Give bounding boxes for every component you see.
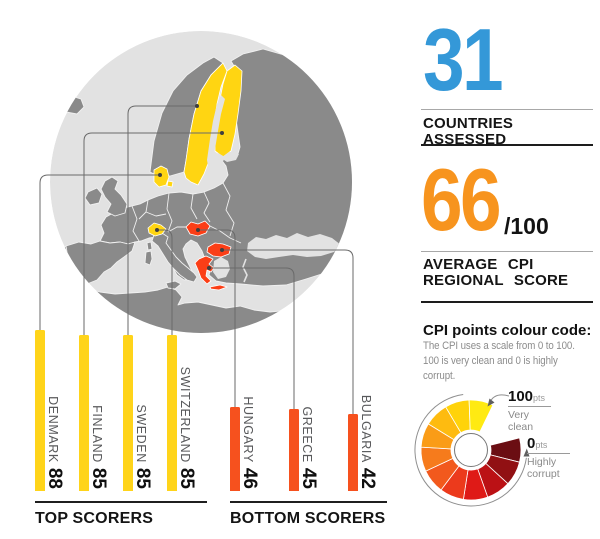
stat2-rule-bottom (421, 301, 593, 303)
bar-label-switzerland: SWITZERLAND 85 (175, 317, 197, 489)
wheel-max-value: 100 (508, 388, 534, 405)
bar-label-denmark: DENMARK 88 (43, 317, 65, 489)
bar-switzerland (167, 335, 177, 491)
country-score: 88 (44, 467, 65, 489)
country-score: 85 (176, 467, 197, 489)
top-scorers-rule (35, 501, 207, 503)
wheel-segments (420, 399, 522, 501)
bar-greece (289, 408, 299, 491)
country-bulgaria (206, 242, 232, 258)
country-name: GREECE (300, 406, 314, 463)
country-ireland (84, 187, 103, 206)
country-denmark-island (166, 180, 174, 188)
country-sweden (183, 62, 228, 186)
black-sea (247, 233, 341, 259)
bosphorus-strait (242, 258, 248, 283)
wheel-max-label: 100pts (508, 388, 545, 406)
wheel-min-unit: pts (535, 440, 548, 450)
country-score: 46 (239, 467, 260, 489)
country-name: SWEDEN (134, 404, 148, 463)
bottom-scorers-rule (230, 501, 387, 503)
average-cpi-label-line1: AVERAGE CPI (423, 256, 534, 273)
bar-denmark (35, 329, 45, 491)
country-denmark (153, 165, 170, 188)
europe-map (50, 31, 352, 333)
bar-label-bulgaria: BULGARIA 42 (356, 317, 378, 489)
bar-label-finland: FINLAND 85 (87, 317, 109, 489)
arrow-0pts-icon (523, 448, 530, 457)
country-uk (100, 176, 128, 217)
country-greece (194, 255, 215, 285)
legend-desc-line2: 100 is very clean and 0 is highly corrup… (423, 355, 558, 382)
connector-switzerland (157, 229, 173, 340)
wheel-max-rule (508, 406, 551, 407)
stat1-rule-bottom (421, 144, 593, 146)
island-crete (209, 284, 228, 291)
cpi-colour-wheel (414, 394, 530, 507)
island-corsica (146, 241, 153, 251)
bar-finland (79, 335, 89, 491)
wheel-max-caption-line2: clean (508, 421, 534, 433)
stat2-rule-top (421, 251, 593, 252)
country-iceland (58, 95, 85, 115)
wheel-min-caption-line2: corrupt (527, 468, 560, 480)
baltic-sea (197, 153, 225, 193)
top-scorers-title: TOP SCORERS (35, 510, 154, 527)
wheel-min-rule (527, 453, 570, 454)
connector-bulgaria (222, 249, 354, 418)
leader-100pts (489, 394, 510, 403)
gulf-of-finland (221, 152, 239, 162)
average-cpi-value: 66 (421, 150, 502, 249)
country-score: 45 (298, 467, 319, 489)
connector-denmark (39, 174, 160, 334)
country-name: HUNGARY (241, 396, 255, 463)
bar-label-sweden: SWEDEN 85 (131, 317, 153, 489)
average-cpi-label: AVERAGE CPI REGIONAL SCORE (423, 257, 568, 288)
arrow-100pts-icon (487, 398, 495, 407)
wheel-max-caption-line1: Very (508, 409, 530, 421)
wheel-max-unit: pts (533, 393, 546, 403)
island-sardinia (144, 250, 153, 266)
country-mainland-europe-russia (99, 48, 352, 287)
bar-sweden (123, 335, 133, 491)
legend-title: CPI points colour code: (423, 322, 592, 339)
bar-label-greece: GREECE 45 (297, 317, 319, 489)
country-score: 85 (88, 467, 109, 489)
stat1-rule-top (421, 109, 593, 110)
country-score: 42 (357, 467, 378, 489)
wheel-segment (468, 399, 494, 433)
wheel-min-caption: Highly corrupt (527, 456, 560, 480)
legend-desc-line1: The CPI uses a scale from 0 to 100. (423, 340, 575, 352)
connector-greece (209, 267, 295, 412)
gulf-of-bothnia (207, 95, 225, 166)
wheel-min-label: 0pts (527, 435, 547, 453)
countries-assessed-value: 31 (423, 10, 504, 109)
wheel-outer-arc (414, 394, 527, 507)
connector-sweden (127, 105, 197, 340)
connector-finland (83, 132, 222, 340)
bar-bulgaria (348, 414, 358, 491)
wheel-max-caption: Very clean (508, 409, 533, 433)
connector-hungary (198, 229, 236, 410)
countries-assessed-label: COUNTRIES ASSESSED (423, 115, 514, 148)
average-cpi-suffix: /100 (504, 213, 549, 239)
country-name: SWITZERLAND (178, 366, 192, 463)
country-score: 85 (132, 467, 153, 489)
average-cpi-label-line2: REGIONAL SCORE (423, 271, 569, 289)
bar-label-hungary: HUNGARY 46 (238, 317, 260, 489)
legend-description: The CPI uses a scale from 0 to 100. 100 … (423, 339, 582, 384)
wheel-min-value: 0 (527, 435, 536, 452)
wheel-inner-ring (454, 433, 488, 467)
country-name: DENMARK (46, 396, 60, 463)
bottom-scorers-title: BOTTOM SCORERS (230, 510, 386, 527)
country-name: FINLAND (90, 405, 104, 463)
connector-lines (39, 104, 354, 418)
country-italy (151, 232, 198, 283)
country-name: BULGARIA (359, 394, 373, 463)
bar-hungary (230, 406, 240, 491)
island-sicily (165, 280, 182, 290)
wheel-min-caption-line1: Highly (527, 456, 557, 468)
